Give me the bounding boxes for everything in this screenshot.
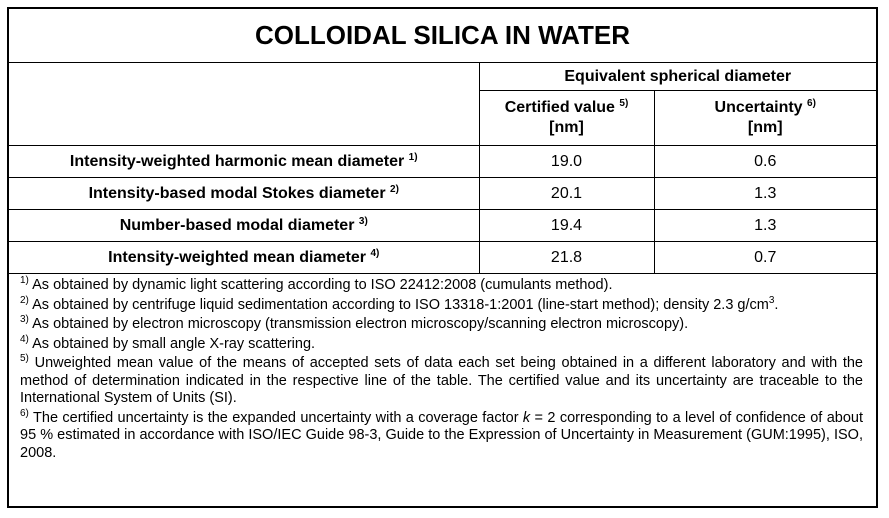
column-label: Uncertainty [714, 99, 803, 116]
footnote-ref: 2) [390, 183, 399, 195]
table-body: Intensity-weighted harmonic mean diamete… [9, 145, 876, 274]
footnote-text-end: . [774, 296, 779, 313]
table-row: Intensity-weighted mean diameter 4) 21.8 0… [9, 241, 876, 274]
footnote-ref: 3) [358, 215, 368, 227]
footnote-text: As obtained by dynamic light scattering … [32, 277, 613, 293]
row-label-cell: Number-based modal diameter 3) [9, 209, 480, 242]
footnote-ref: 5) [619, 98, 629, 109]
footnote-italic: k [522, 409, 531, 426]
row-label: Intensity-based modal Stokes diameter [88, 184, 386, 202]
row-label: Intensity-weighted mean diameter [108, 248, 366, 266]
footnote-ref: 1) [408, 151, 418, 163]
value-cell: 20.1 [478, 177, 655, 210]
footnote-text: As obtained by small angle X-ray scatter… [32, 335, 316, 352]
footnote-sup: 3 [768, 294, 775, 306]
footnote-text: The certified uncertainty is the expande… [33, 409, 523, 426]
footnote: 2) As obtained by centrifuge liquid sedi… [20, 294, 863, 315]
table: COLLOIDAL SILICA IN WATER Equivalent sph… [9, 9, 876, 274]
footnote: 5) Unweighted mean value of the means of… [20, 353, 863, 408]
table-row: Number-based modal diameter 3) 19.4 1.3 [9, 209, 876, 242]
value-cell: 19.0 [478, 145, 655, 178]
footnote-ref: 6) [807, 98, 816, 109]
row-label-cell: Intensity-based modal Stokes diameter 2) [9, 177, 480, 210]
column-label: Certified value [504, 99, 615, 116]
footnote-text: As obtained by electron microscopy (tran… [32, 316, 689, 332]
column-unit: [nm] [747, 119, 783, 136]
footnote-mark: 3) [20, 314, 29, 325]
value-cell: 19.4 [478, 209, 655, 242]
value-cell: 0.7 [653, 241, 876, 274]
value-cell: 0.6 [653, 145, 876, 178]
value-cell: 21.8 [478, 241, 655, 274]
footnote: 6) The certified uncertainty is the expa… [20, 407, 863, 463]
footnote-mark: 4) [20, 333, 29, 345]
footnotes: 1) As obtained by dynamic light scatteri… [9, 274, 876, 462]
column-header: Uncertainty 6) [nm] [653, 90, 876, 146]
row-label: Intensity-weighted harmonic mean diamete… [69, 152, 405, 170]
footnote-text: As obtained by centrifuge liquid sedimen… [32, 296, 769, 313]
table-row: Intensity-weighted harmonic mean diamete… [9, 145, 876, 178]
footnote-mark: 2) [20, 294, 29, 306]
footnote-ref: 4) [370, 247, 380, 259]
footnote-text: Unweighted mean value of the means of ac… [20, 355, 863, 406]
group-header: Equivalent spherical diameter [478, 62, 876, 91]
footnote-mark: 1) [20, 275, 29, 286]
column-headers: Certified value 5) [nm] Uncertainty 6) [nm] [9, 90, 876, 146]
row-label-cell: Intensity-weighted mean diameter 4) [9, 241, 480, 274]
table-row: Intensity-based modal Stokes diameter 2)… [9, 177, 876, 210]
footnote-mark: 5) [20, 353, 29, 364]
footnote-text-end: = 2 corresponding to a level of confiden… [20, 409, 863, 461]
title: COLLOIDAL SILICA IN WATER [9, 9, 876, 63]
certificate-table: COLLOIDAL SILICA IN WATER Equivalent sph… [7, 7, 878, 508]
value-cell: 1.3 [653, 177, 876, 210]
row-label-cell: Intensity-weighted harmonic mean diamete… [9, 145, 480, 178]
footnote: 4) As obtained by small angle X-ray scat… [20, 333, 863, 354]
footnote-mark: 6) [20, 407, 29, 419]
value-cell: 1.3 [653, 209, 876, 242]
column-unit: [nm] [549, 119, 584, 136]
empty-header [9, 62, 480, 146]
footnote: 3) As obtained by electron microscopy (t… [20, 314, 863, 334]
row-label: Number-based modal diameter [119, 216, 355, 234]
footnote: 1) As obtained by dynamic light scatteri… [20, 275, 863, 295]
column-header: Certified value 5) [nm] [479, 90, 655, 146]
